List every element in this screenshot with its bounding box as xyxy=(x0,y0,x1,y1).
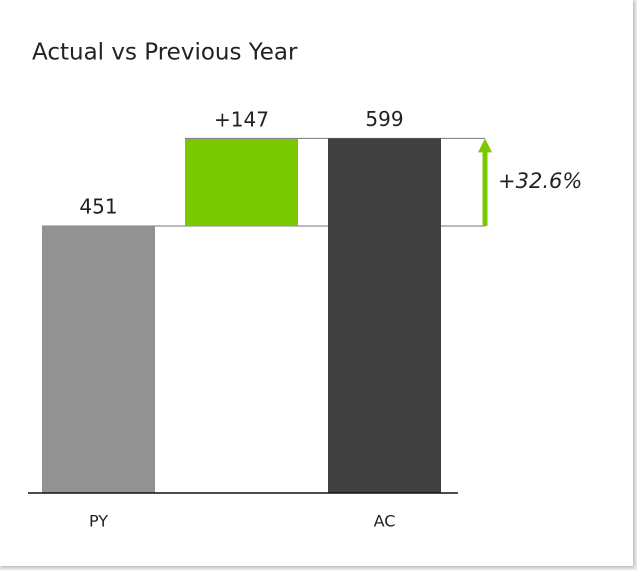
delta-bar xyxy=(185,138,298,227)
chart-title: Actual vs Previous Year xyxy=(32,40,298,66)
bar xyxy=(42,226,155,493)
bar xyxy=(328,138,441,493)
variance-arrow-head xyxy=(478,138,492,153)
variance-label: +32.6% xyxy=(498,169,582,193)
value-label: 451 xyxy=(79,195,117,219)
x-tick-label: PY xyxy=(89,512,108,531)
value-label: 599 xyxy=(365,107,403,131)
value-label: +147 xyxy=(214,107,269,131)
x-tick-label: AC xyxy=(374,512,396,531)
